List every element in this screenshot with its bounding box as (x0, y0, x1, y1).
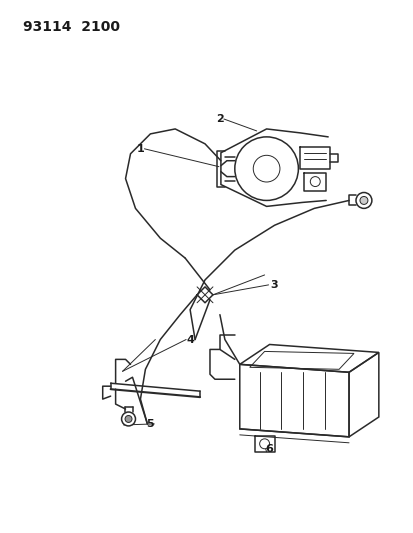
Text: 4: 4 (186, 335, 194, 344)
Circle shape (234, 137, 298, 200)
Circle shape (310, 176, 320, 187)
Text: 2: 2 (216, 114, 223, 124)
Text: 3: 3 (270, 280, 278, 290)
Text: 6: 6 (265, 444, 273, 454)
Text: 5: 5 (146, 419, 154, 429)
Circle shape (259, 439, 269, 449)
Circle shape (355, 192, 371, 208)
Text: 1: 1 (136, 144, 144, 154)
Circle shape (121, 412, 135, 426)
Circle shape (359, 197, 367, 205)
Circle shape (125, 416, 132, 423)
Circle shape (253, 155, 279, 182)
Text: 93114  2100: 93114 2100 (23, 20, 120, 34)
